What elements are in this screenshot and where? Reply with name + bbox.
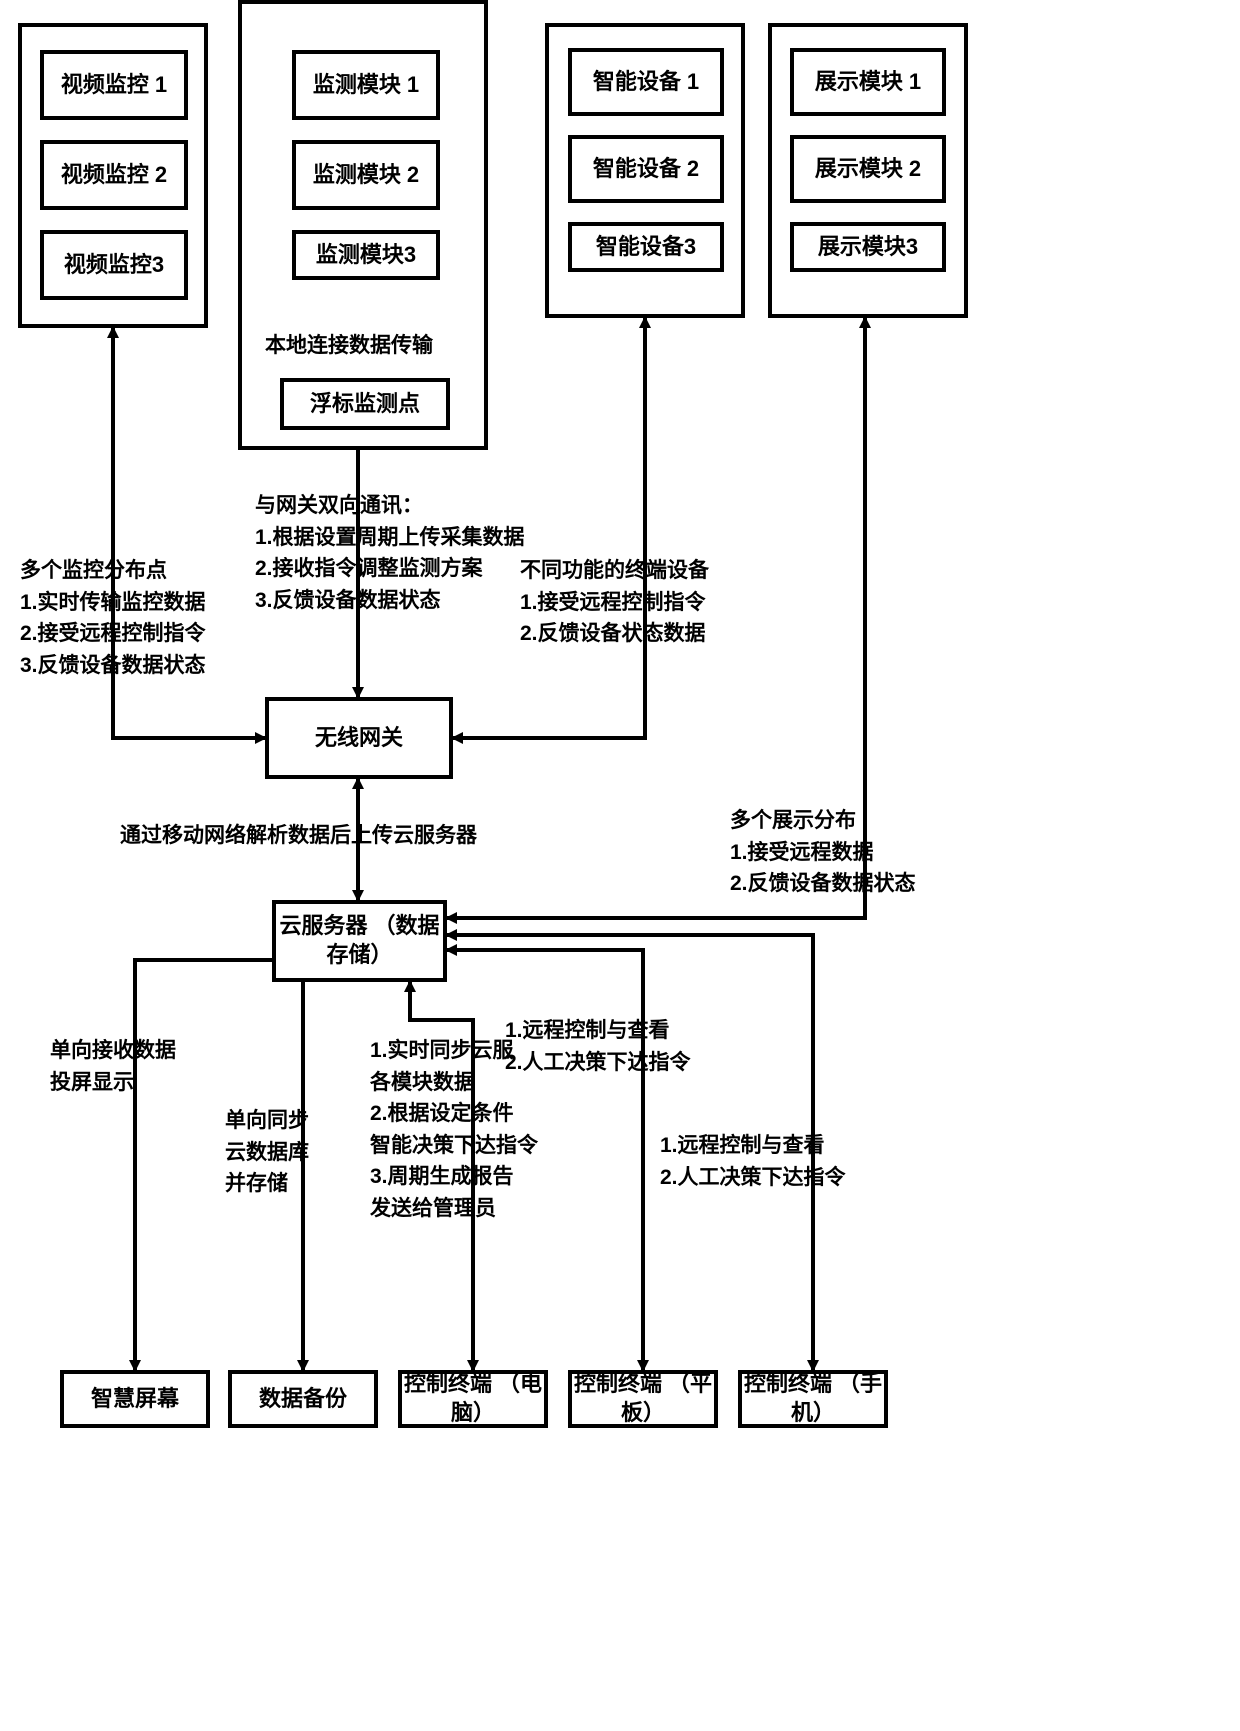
node-b1: 智慧屏幕 [60, 1370, 210, 1428]
node-d3: 智能设备3 [568, 222, 724, 272]
node-gw: 无线网关 [265, 697, 453, 779]
node-m3: 监测模块3 [292, 230, 440, 280]
annotation-2: 多个监控分布点 1.实时传输监控数据 2.接受远程控制指令 3.反馈设备数据状态 [20, 555, 206, 681]
node-b2: 数据备份 [228, 1370, 378, 1428]
annotation-7: 单向同步 云数据库 并存储 [225, 1105, 309, 1200]
node-m1: 监测模块 1 [292, 50, 440, 120]
node-v3: 视频监控3 [40, 230, 188, 300]
annotation-1: 与网关双向通讯： 1.根据设置周期上传采集数据 2.接收指令调整监测方案 3.反… [255, 490, 525, 616]
annotation-6: 单向接收数据 投屏显示 [50, 1035, 176, 1098]
node-buoy: 浮标监测点 [280, 378, 450, 430]
annotation-9: 1.远程控制与查看 2.人工决策下达指令 [505, 1015, 691, 1078]
node-v1: 视频监控 1 [40, 50, 188, 120]
node-s3: 展示模块3 [790, 222, 946, 272]
node-b5: 控制终端 （手机） [738, 1370, 888, 1428]
node-d1: 智能设备 1 [568, 48, 724, 116]
node-s2: 展示模块 2 [790, 135, 946, 203]
node-v2: 视频监控 2 [40, 140, 188, 210]
annotation-3: 不同功能的终端设备 1.接受远程控制指令 2.反馈设备状态数据 [520, 555, 709, 650]
node-cloud: 云服务器 （数据存储） [272, 900, 447, 982]
annotation-0: 本地连接数据传输 [265, 330, 433, 362]
node-b3: 控制终端 （电脑） [398, 1370, 548, 1428]
node-b4: 控制终端 （平板） [568, 1370, 718, 1428]
annotation-5: 多个展示分布 1.接受远程数据 2.反馈设备数据状态 [730, 805, 916, 900]
node-s1: 展示模块 1 [790, 48, 946, 116]
diagram-stage: 视频监控 1 视频监控 2 视频监控3 监测模块 1 监测模块 2 监测模块3 智能设备 1… [0, 0, 1240, 1731]
annotation-10: 1.远程控制与查看 2.人工决策下达指令 [660, 1130, 846, 1193]
node-d2: 智能设备 2 [568, 135, 724, 203]
node-m2: 监测模块 2 [292, 140, 440, 210]
annotation-4: 通过移动网络解析数据后上传云服务器 [120, 820, 477, 852]
